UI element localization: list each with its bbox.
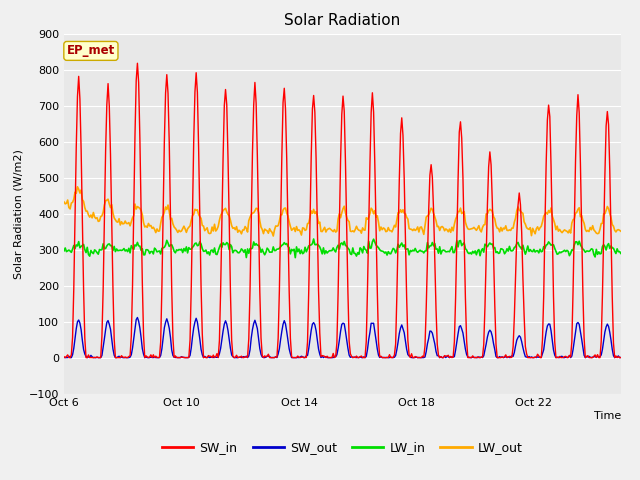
- LW_in: [306, 242, 314, 248]
- SW_in: [60, 354, 68, 360]
- SW_in: [61, 355, 69, 360]
- LW_in: [617, 251, 625, 256]
- LW_out: [60, 199, 68, 205]
- SW_out: [532, 355, 540, 360]
- LW_in: [532, 248, 540, 254]
- LW_in: [310, 236, 317, 242]
- LW_in: [355, 252, 363, 257]
- LW_out: [307, 208, 315, 214]
- SW_out: [60, 355, 68, 360]
- Line: SW_in: SW_in: [64, 63, 621, 358]
- SW_in: [355, 355, 363, 360]
- LW_in: [561, 247, 568, 253]
- SW_out: [561, 355, 568, 360]
- Line: LW_in: LW_in: [64, 239, 621, 258]
- Y-axis label: Solar Radiation (W/m2): Solar Radiation (W/m2): [13, 149, 23, 278]
- Title: Solar Radiation: Solar Radiation: [284, 13, 401, 28]
- SW_out: [61, 355, 69, 360]
- SW_in: [346, 338, 353, 344]
- Line: SW_out: SW_out: [64, 317, 621, 358]
- SW_out: [617, 355, 625, 360]
- SW_in: [134, 60, 141, 66]
- X-axis label: Time: Time: [593, 411, 621, 421]
- LW_out: [269, 233, 277, 239]
- Legend: SW_in, SW_out, LW_in, LW_out: SW_in, SW_out, LW_in, LW_out: [157, 436, 528, 459]
- SW_out: [134, 314, 141, 320]
- SW_in: [617, 355, 625, 360]
- LW_in: [346, 247, 353, 252]
- LW_out: [355, 228, 363, 233]
- Line: LW_out: LW_out: [64, 187, 621, 236]
- SW_out: [346, 352, 353, 358]
- SW_in: [307, 155, 315, 160]
- SW_in: [561, 354, 568, 360]
- LW_in: [291, 255, 299, 261]
- SW_out: [355, 355, 363, 360]
- Text: EP_met: EP_met: [67, 44, 115, 58]
- SW_out: [335, 337, 343, 343]
- LW_out: [561, 227, 568, 233]
- LW_in: [335, 246, 343, 252]
- LW_out: [335, 211, 343, 217]
- LW_out: [346, 219, 353, 225]
- LW_out: [532, 226, 540, 231]
- SW_out: [307, 327, 315, 333]
- LW_out: [74, 184, 81, 190]
- LW_in: [60, 248, 68, 254]
- LW_out: [617, 228, 625, 234]
- SW_in: [335, 221, 343, 227]
- SW_in: [532, 354, 540, 360]
